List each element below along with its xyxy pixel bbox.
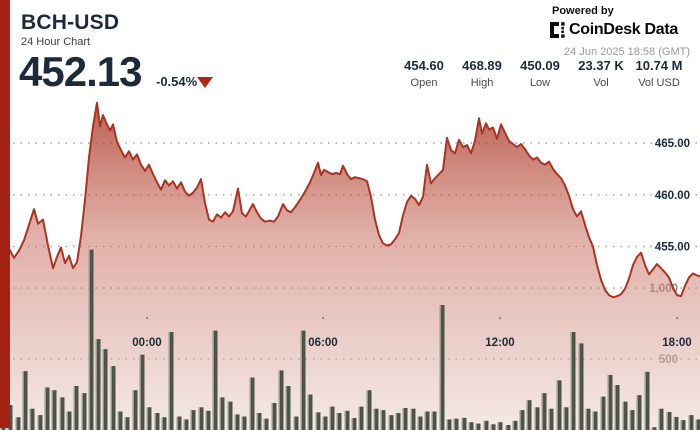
stat-low: 450.09 Low — [498, 58, 582, 89]
stat-high-label: High — [470, 77, 494, 89]
stat-open: 454.60 Open — [382, 58, 466, 89]
stat-high: 468.89 High — [440, 58, 524, 89]
stat-low-value: 450.09 — [520, 58, 560, 73]
brand-block: Powered by CoinDesk Data — [550, 5, 690, 39]
volume-bars — [0, 249, 700, 430]
svg-text:460.00: 460.00 — [655, 190, 690, 202]
price-down-icon — [197, 77, 213, 88]
svg-text:455.00: 455.00 — [655, 242, 690, 254]
stat-vol-value: 23.37 K — [578, 58, 624, 73]
stat-low-label: Low — [529, 77, 551, 89]
powered-by-label: Powered by — [552, 5, 614, 17]
time-axis-labels: 00:00 06:00 12:00 18:00 — [132, 337, 691, 349]
stat-open-label: Open — [410, 77, 438, 89]
svg-text:12:00: 12:00 — [485, 337, 514, 349]
stat-vol: 23.37 K Vol — [559, 58, 643, 89]
left-accent-bar — [0, 0, 10, 428]
stat-vol-usd-value: 10.74 M — [635, 58, 683, 73]
svg-text:465.00: 465.00 — [655, 138, 690, 150]
stat-vol-label: Vol — [593, 77, 609, 89]
price-line — [0, 101, 700, 299]
svg-text:00:00: 00:00 — [132, 337, 161, 349]
brand-name: CoinDesk Data — [569, 21, 679, 38]
stat-open-value: 454.60 — [404, 58, 444, 73]
stat-vol-usd-label: Vol USD — [638, 77, 680, 89]
price-area — [0, 102, 700, 430]
price-axis-labels: 465.00 460.00 455.00 — [655, 138, 690, 254]
current-price: 452.13 — [19, 48, 142, 95]
svg-text:06:00: 06:00 — [308, 337, 337, 349]
coindesk-logo-icon — [550, 22, 565, 38]
stat-vol-usd: 10.74 M Vol USD — [617, 58, 700, 89]
svg-text:18:00: 18:00 — [662, 337, 691, 349]
price-change-percent: -0.54% — [156, 74, 198, 89]
stat-high-value: 468.89 — [462, 58, 502, 73]
timestamp: 24 Jun 2025 18:58 (GMT) — [564, 46, 690, 58]
coindesk-logo[interactable]: CoinDesk Data — [550, 21, 690, 39]
symbol-title: BCH-USD — [21, 11, 120, 34]
chart-subtitle: 24 Hour Chart — [21, 36, 91, 48]
